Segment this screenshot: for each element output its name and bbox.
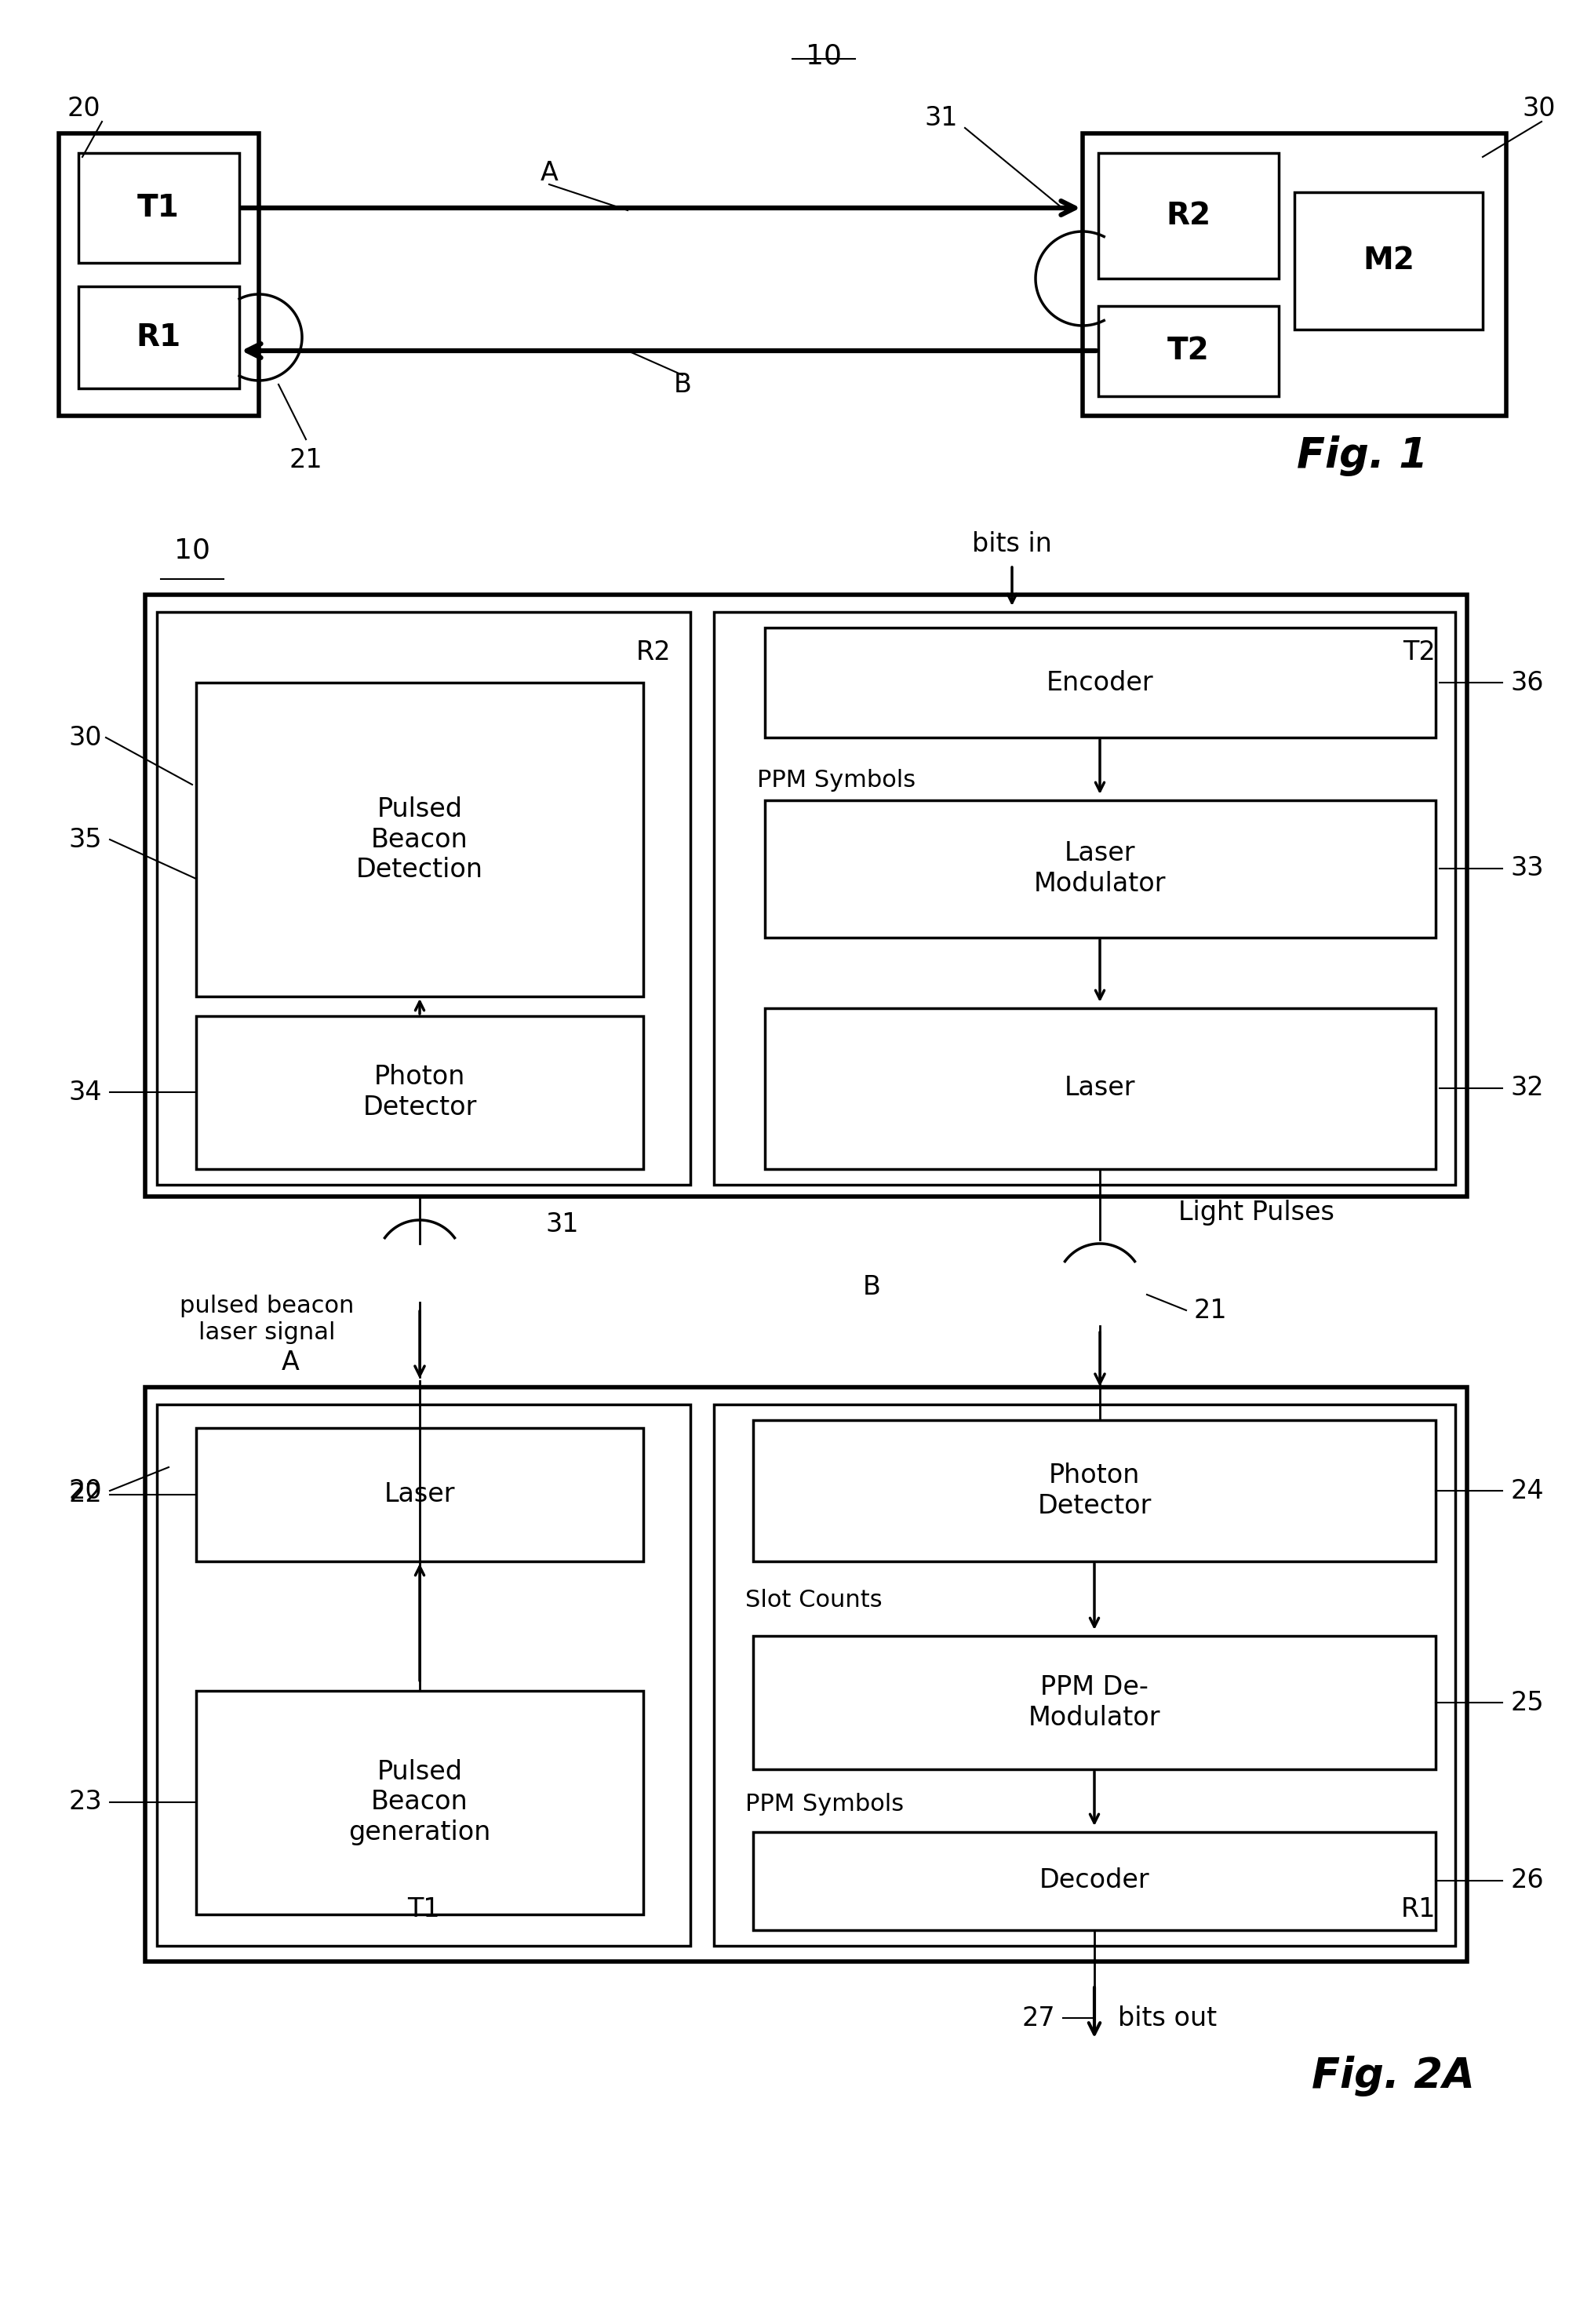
Text: Laser
Modulator: Laser Modulator	[1034, 841, 1166, 897]
Text: R1: R1	[1401, 1896, 1436, 1922]
Text: 20: 20	[66, 95, 100, 121]
Bar	[196, 1016, 643, 1169]
Text: T1: T1	[408, 1896, 439, 1922]
Bar	[714, 611, 1456, 1185]
Text: Laser: Laser	[384, 1483, 455, 1508]
Text: Laser: Laser	[1064, 1076, 1136, 1102]
Bar	[766, 627, 1436, 737]
Bar	[1083, 132, 1506, 416]
Text: Fig. 1: Fig. 1	[1296, 435, 1428, 476]
Bar	[144, 1387, 1467, 1961]
Text: R1: R1	[137, 323, 180, 353]
Text: 21: 21	[1194, 1297, 1227, 1322]
Bar	[157, 1404, 690, 1945]
Text: T2: T2	[1167, 335, 1210, 365]
Text: Photon
Detector: Photon Detector	[362, 1064, 477, 1120]
Text: 21: 21	[289, 446, 323, 474]
Text: Fig. 2A: Fig. 2A	[1312, 2057, 1475, 2096]
Text: A: A	[281, 1350, 300, 1376]
Bar	[196, 683, 643, 997]
Text: 22: 22	[69, 1483, 102, 1508]
Text: Pulsed
Beacon
Detection: Pulsed Beacon Detection	[356, 797, 483, 883]
Text: 10: 10	[174, 537, 210, 562]
Text: Pulsed
Beacon
generation: Pulsed Beacon generation	[348, 1759, 491, 1845]
Text: PPM Symbols: PPM Symbols	[756, 769, 916, 792]
Text: Encoder: Encoder	[1047, 669, 1153, 695]
Text: 10: 10	[806, 44, 841, 70]
Bar	[753, 1831, 1436, 1931]
Text: 32: 32	[1509, 1076, 1544, 1102]
Bar	[753, 1636, 1436, 1769]
Text: 33: 33	[1509, 855, 1544, 881]
Text: A: A	[540, 160, 559, 186]
Bar	[1294, 193, 1483, 330]
Bar	[196, 1692, 643, 1915]
Bar	[196, 1427, 643, 1562]
Bar	[753, 1420, 1436, 1562]
Text: Photon
Detector: Photon Detector	[1037, 1462, 1152, 1518]
Text: 27: 27	[1021, 2006, 1054, 2031]
Text: B: B	[863, 1274, 880, 1299]
Text: T2: T2	[1403, 639, 1436, 665]
Text: Decoder: Decoder	[1039, 1868, 1150, 1894]
Text: R2: R2	[1166, 200, 1211, 230]
Bar	[766, 1009, 1436, 1169]
Text: bits in: bits in	[973, 532, 1051, 558]
Bar	[1098, 307, 1279, 395]
Text: 30: 30	[1522, 95, 1555, 121]
Text: 31: 31	[546, 1211, 579, 1236]
Text: Slot Counts: Slot Counts	[745, 1590, 882, 1611]
Bar	[714, 1404, 1456, 1945]
Text: 30: 30	[69, 725, 102, 751]
Bar	[60, 132, 259, 416]
Text: 23: 23	[69, 1789, 102, 1815]
Bar	[78, 286, 238, 388]
Text: 24: 24	[1509, 1478, 1544, 1504]
Text: T1: T1	[138, 193, 179, 223]
Text: PPM De-
Modulator: PPM De- Modulator	[1028, 1676, 1161, 1731]
Bar	[144, 595, 1467, 1197]
Bar	[1098, 153, 1279, 279]
Text: PPM Symbols: PPM Symbols	[745, 1792, 904, 1815]
Text: M2: M2	[1363, 246, 1414, 277]
Text: R2: R2	[635, 639, 672, 665]
Text: 35: 35	[69, 827, 102, 853]
Text: 36: 36	[1509, 669, 1544, 695]
Text: Light Pulses: Light Pulses	[1178, 1199, 1334, 1225]
Text: 20: 20	[69, 1478, 102, 1504]
Bar	[78, 153, 238, 263]
Text: 34: 34	[69, 1078, 102, 1106]
Bar	[157, 611, 690, 1185]
Text: pulsed beacon
laser signal: pulsed beacon laser signal	[179, 1294, 355, 1343]
Text: 26: 26	[1509, 1868, 1544, 1894]
Text: 25: 25	[1509, 1690, 1544, 1715]
Text: B: B	[673, 372, 692, 397]
Text: bits out: bits out	[1117, 2006, 1218, 2031]
Text: 31: 31	[924, 105, 959, 130]
Bar	[766, 799, 1436, 937]
